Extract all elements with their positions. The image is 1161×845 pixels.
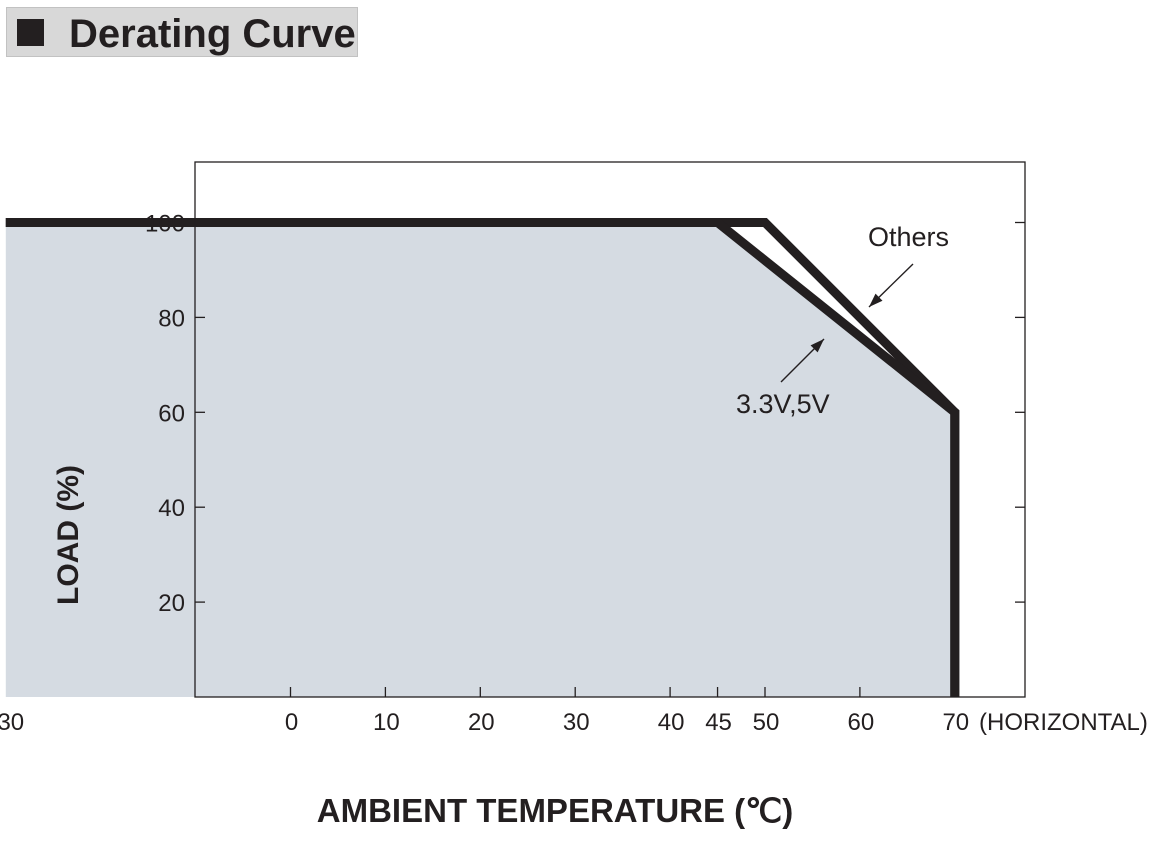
section-title: Derating Curve bbox=[69, 12, 356, 56]
x-axis-suffix: (HORIZONTAL) bbox=[979, 709, 1148, 736]
series-line-3-3v-5v bbox=[5, 218, 960, 697]
annotation-others: Others bbox=[868, 222, 949, 252]
x-tick-label: 40 bbox=[658, 709, 685, 736]
plot-frame bbox=[194, 161, 1026, 698]
section-title-box: Derating Curve bbox=[6, 7, 358, 57]
x-tick-label: 30 bbox=[563, 709, 590, 736]
y-tick-label: 20 bbox=[158, 590, 185, 617]
y-tick-label: 80 bbox=[158, 305, 185, 332]
y-tick-label: 40 bbox=[158, 495, 185, 522]
y-tick-label: 60 bbox=[158, 400, 185, 427]
x-tick-label: 50 bbox=[753, 709, 780, 736]
y-axis-label: LOAD (%) bbox=[52, 465, 85, 605]
x-tick-label: 20 bbox=[468, 709, 495, 736]
y-tick-label: 100 bbox=[145, 211, 185, 238]
x-tick-label: 0 bbox=[285, 709, 298, 736]
annotation-others-arrowhead bbox=[869, 293, 883, 307]
x-axis-label: AMBIENT TEMPERATURE (℃) bbox=[317, 792, 793, 829]
operating-area bbox=[5, 222, 955, 697]
x-tick-label: 45 bbox=[705, 709, 732, 736]
x-tick-label: 10 bbox=[373, 709, 400, 736]
annotation-3v3-5v: 3.3V,5V bbox=[736, 389, 830, 419]
x-tick-label: 70 bbox=[942, 709, 969, 736]
annotation-3v3-5v-arrowhead bbox=[810, 339, 824, 353]
title-square-icon bbox=[17, 19, 44, 46]
x-tick-label: 60 bbox=[848, 709, 875, 736]
x-tick-label: -30 bbox=[0, 709, 24, 736]
